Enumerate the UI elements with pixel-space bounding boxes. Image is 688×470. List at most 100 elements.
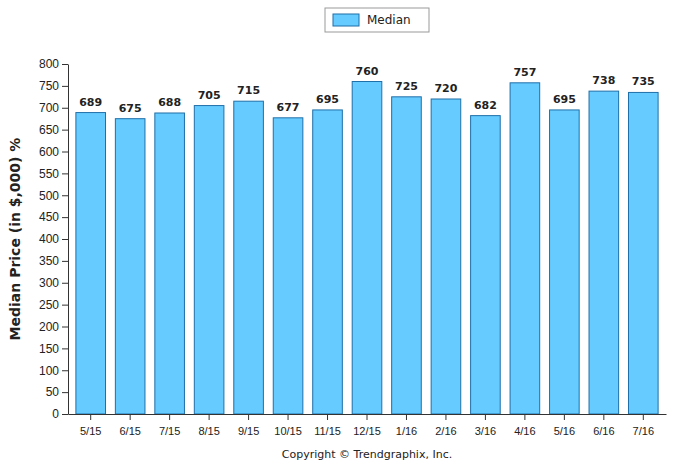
tick: 550 [39, 167, 68, 181]
tick-label: 700 [39, 101, 59, 115]
tick: 150 [39, 342, 68, 356]
tick-label: 12/15 [353, 425, 381, 437]
tick: 7/16 [633, 414, 654, 437]
bar [431, 99, 461, 414]
tick-mark [62, 86, 68, 87]
data-label: 720 [434, 82, 457, 95]
tick-mark [62, 173, 68, 174]
tick-label: 6/15 [119, 425, 140, 437]
tick-mark [130, 414, 131, 420]
tick: 700 [39, 101, 68, 115]
tick-mark [62, 261, 68, 262]
tick-label: 50 [46, 385, 60, 399]
tick-label: 500 [39, 189, 59, 203]
tick-label: 150 [39, 342, 59, 356]
tick-mark [90, 414, 91, 420]
x-axis: 5/15 6/15 7/15 8/15 9/15 10/15 11/15 12/15 1/16 2… [69, 414, 667, 437]
data-label: 757 [513, 66, 536, 79]
bar [273, 118, 303, 414]
tick-label: 9/15 [238, 425, 259, 437]
tick: 11/15 [314, 414, 341, 437]
tick-mark [327, 414, 328, 420]
data-label: 738 [592, 74, 615, 87]
bar [76, 113, 106, 414]
tick-label: 10/15 [274, 425, 302, 437]
tick-label: 0 [52, 407, 59, 421]
legend-box [325, 8, 429, 32]
data-label: 735 [632, 75, 655, 88]
tick: 5/16 [554, 414, 575, 437]
tick-label: 6/16 [593, 425, 614, 437]
tick-mark [406, 414, 407, 420]
tick-mark [62, 130, 68, 131]
axis-line [68, 65, 69, 415]
tick: 300 [39, 276, 68, 290]
tick-mark [288, 414, 289, 420]
tick-mark [169, 414, 170, 420]
tick-label: 5/16 [554, 425, 575, 437]
annotation: Copyright © Trendgraphix, Inc. [282, 448, 452, 461]
tick-mark [524, 414, 525, 420]
tick-label: 11/15 [314, 425, 341, 437]
chart: 6896756887057156776957607257206827576957… [0, 0, 688, 470]
data-label: 689 [79, 96, 102, 109]
tick: 6/16 [593, 414, 614, 437]
data-label: 682 [474, 99, 497, 112]
tick-label: 400 [39, 232, 59, 246]
tick-label: 450 [39, 210, 59, 224]
bar [510, 83, 540, 414]
tick: 450 [39, 210, 68, 224]
tick-mark [248, 414, 249, 420]
tick-label: 2/16 [435, 425, 456, 437]
tick: 3/16 [475, 414, 496, 437]
tick-label: 600 [39, 145, 59, 159]
tick: 1/16 [396, 414, 417, 437]
bar [313, 110, 343, 414]
data-label: 688 [158, 96, 181, 109]
tick: 100 [39, 364, 68, 378]
bar [352, 82, 382, 415]
tick: 12/15 [353, 414, 381, 437]
y-axis: 0501001502002503003504004505005506006507… [39, 57, 69, 421]
tick-mark [62, 414, 68, 415]
tick-label: 1/16 [396, 425, 417, 437]
tick-mark [445, 414, 446, 420]
tick-mark [62, 327, 68, 328]
legend-swatch [333, 14, 359, 26]
data-label: 677 [277, 101, 300, 114]
tick-label: 5/15 [80, 425, 101, 437]
tick: 8/15 [198, 414, 219, 437]
tick-mark [367, 414, 368, 420]
tick-label: 300 [39, 276, 59, 290]
tick-label: 100 [39, 364, 59, 378]
tick-mark [62, 239, 68, 240]
tick: 9/15 [238, 414, 259, 437]
data-labels: 6896756887057156776957607257206827576957… [79, 65, 655, 115]
tick-label: 7/16 [633, 425, 654, 437]
tick-mark [485, 414, 486, 420]
tick: 10/15 [274, 414, 302, 437]
bar [194, 106, 224, 414]
tick-label: 350 [39, 254, 59, 268]
tick-mark [62, 152, 68, 153]
data-label: 715 [237, 84, 260, 97]
tick-label: 7/15 [159, 425, 180, 437]
tick-mark [62, 283, 68, 284]
bar [629, 92, 659, 414]
bar [589, 91, 619, 414]
tick-label: 650 [39, 123, 59, 137]
tick-mark [62, 305, 68, 306]
tick: 2/16 [435, 414, 456, 437]
tick-mark [62, 370, 68, 371]
tick-label: 3/16 [475, 425, 496, 437]
tick: 500 [39, 189, 68, 203]
tick: 750 [39, 79, 68, 93]
tick-mark [62, 64, 68, 65]
data-label: 675 [119, 102, 142, 115]
tick: 600 [39, 145, 68, 159]
tick: 800 [39, 57, 68, 71]
tick: 6/15 [119, 414, 140, 437]
data-label: 705 [198, 89, 221, 102]
bar [471, 116, 501, 414]
tick: 5/15 [80, 414, 101, 437]
